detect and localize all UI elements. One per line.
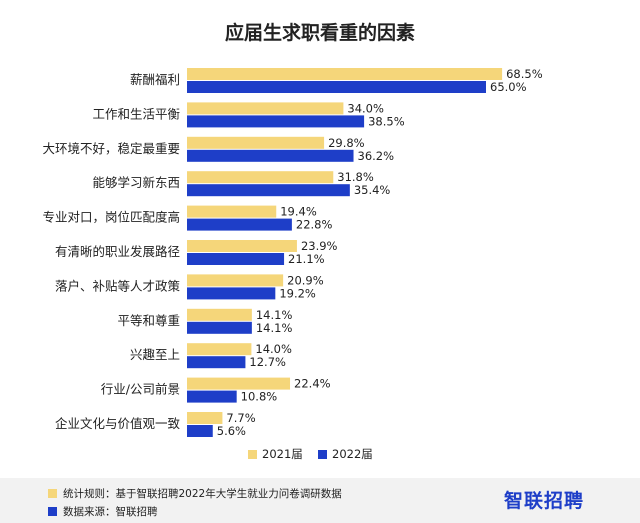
note-row: 统计规则：基于智联招聘2022年大学生就业力问卷调研数据 [48,486,342,501]
bar-series-2 [187,321,252,334]
data-label: 21.1% [288,252,325,266]
data-label: 14.1% [256,308,293,322]
legend-entry: 2022届 [332,447,373,461]
bar-series-1 [187,136,325,149]
data-label: 22.8% [296,218,333,232]
bar-series-1 [187,102,344,115]
note-label: 统计规则：基于智联招聘2022年大学生就业力问卷调研数据 [63,488,342,500]
category-label: 工作和生活平衡 [92,106,180,121]
legend-swatch [318,450,327,459]
bar-series-2 [187,425,213,437]
data-label: 19.2% [279,286,316,300]
data-label: 23.9% [301,239,338,253]
data-label: 65.0% [490,80,527,94]
category-label: 企业文化与价值观一致 [55,416,181,431]
bar-series-2 [187,115,365,128]
category-label: 行业/公司前景 [101,382,180,397]
data-label: 29.8% [328,136,365,150]
footer: 统计规则：基于智联招聘2022年大学生就业力问卷调研数据 数据来源：智联招聘 智… [0,478,640,523]
category-label: 专业对口，岗位匹配度高 [42,210,180,225]
bar-series-1 [187,274,284,287]
brand-logo: 智联招聘 [503,490,584,512]
bar-chart: 薪酬福利 68.5%65.0% 工作和生活平衡 34.0%38.5% 大环境不好，稳定最… [42,67,543,461]
bar-series-2 [187,253,285,265]
bar-series-2 [187,390,237,403]
bar-series-2 [187,81,486,93]
bar-series-1 [187,377,291,390]
data-label: 34.0% [347,101,384,115]
category-label: 兴趣至上 [130,347,180,362]
data-label: 22.4% [294,377,331,391]
category-label: 大环境不好，稳定最重要 [42,141,180,156]
category-label: 能够学习新东西 [92,175,180,190]
data-label: 36.2% [358,149,395,163]
bar-series-1 [187,205,277,218]
data-label: 14.1% [256,321,293,335]
data-label: 19.4% [280,205,317,219]
data-label: 7.7% [226,411,255,425]
bar-series-2 [187,184,350,197]
legend-entry: 2021届 [262,447,303,461]
category-label: 平等和尊重 [117,313,180,328]
data-label: 68.5% [506,67,543,81]
data-label: 14.0% [255,342,292,356]
bar-series-2 [187,356,246,369]
data-label: 35.4% [354,183,391,197]
bar-series-1 [187,308,252,321]
bar-series-1 [187,343,252,356]
data-label: 12.7% [249,355,286,369]
data-label: 10.8% [241,390,278,404]
data-label: 38.5% [368,114,405,128]
bar-series-1 [187,171,334,184]
bar-series-1 [187,68,503,80]
bar-series-2 [187,149,354,162]
data-label: 20.9% [287,273,324,287]
data-label: 5.6% [217,424,246,438]
bar-series-1 [187,412,223,424]
bar-series-1 [187,240,297,252]
note-swatch [48,489,57,498]
category-label: 有清晰的职业发展路径 [55,244,180,259]
source-swatch [48,507,57,516]
category-label: 落户、补贴等人才政策 [55,278,181,293]
chart-title: 应届生求职看重的因素 [224,22,415,44]
bar-series-2 [187,218,292,231]
source-row: 数据来源：智联招聘 [48,504,158,519]
source-label: 数据来源：智联招聘 [63,506,158,518]
category-label: 薪酬福利 [130,72,180,87]
bar-series-2 [187,287,276,300]
data-label: 31.8% [337,170,374,184]
legend-swatch [248,450,257,459]
